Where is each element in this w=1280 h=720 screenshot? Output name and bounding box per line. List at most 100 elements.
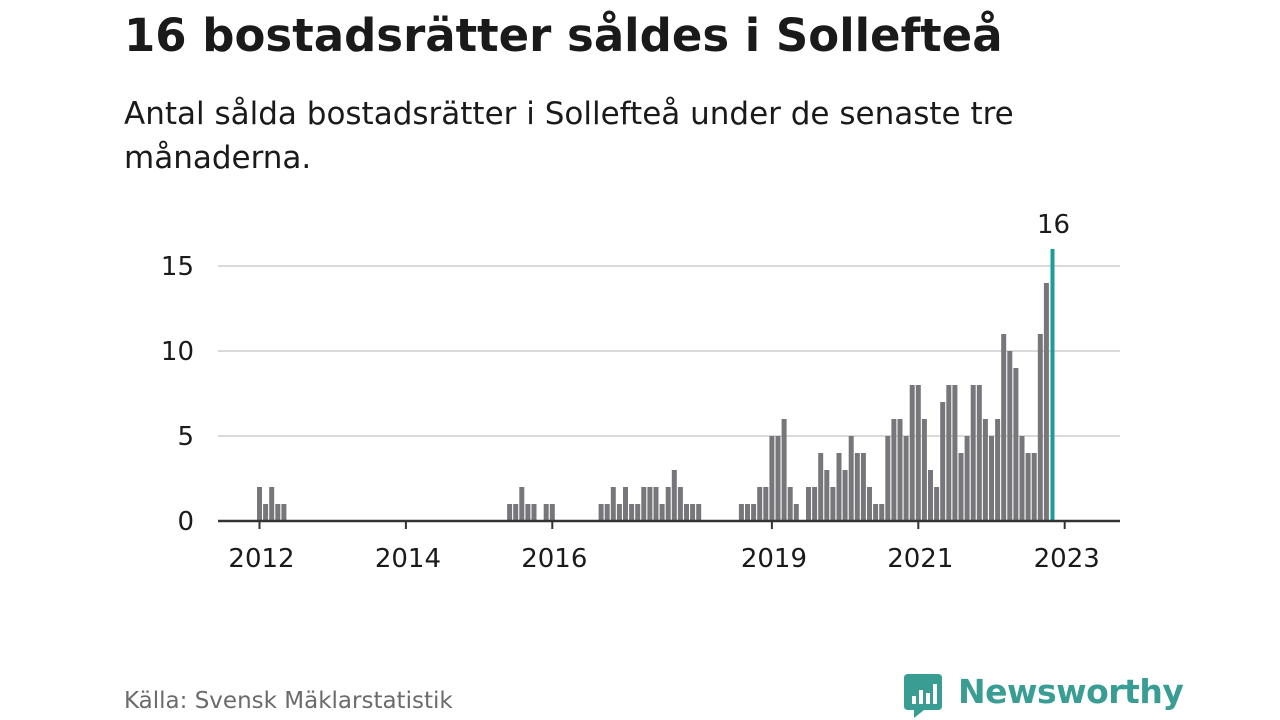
bar xyxy=(604,504,610,521)
bar xyxy=(982,419,988,521)
bar xyxy=(793,504,799,521)
bar xyxy=(958,453,964,521)
bar xyxy=(543,504,549,521)
bar xyxy=(964,436,970,521)
bar xyxy=(824,470,830,521)
bar xyxy=(860,453,866,521)
bar xyxy=(677,487,683,521)
bar xyxy=(891,419,897,521)
bar xyxy=(885,436,891,521)
bar xyxy=(818,453,824,521)
bar xyxy=(281,504,287,521)
bar xyxy=(909,385,915,521)
bar xyxy=(1007,351,1013,521)
bar xyxy=(745,504,750,521)
bar xyxy=(757,487,763,521)
bar xyxy=(848,436,854,521)
bar xyxy=(1013,368,1019,521)
bar xyxy=(763,487,769,521)
bar xyxy=(769,436,775,521)
bar xyxy=(1043,283,1049,521)
bar-highlight xyxy=(1050,249,1055,521)
x-tick-label: 2016 xyxy=(521,544,587,574)
bar xyxy=(812,487,818,521)
y-tick-label: 5 xyxy=(177,422,194,452)
bar xyxy=(1037,334,1043,521)
bar xyxy=(842,470,848,521)
bar xyxy=(641,487,647,521)
bar xyxy=(647,487,653,521)
bar-chart: 0 5 10 15 16 2012 2014 2016 2019 2021 2023 xyxy=(161,210,1120,574)
bar xyxy=(970,385,976,521)
bar xyxy=(525,504,531,521)
bar xyxy=(257,487,262,521)
bar xyxy=(787,487,793,521)
chart-subtitle: Antal sålda bostadsrätter i Sollefteå un… xyxy=(124,96,1014,176)
brand-name: Newsworthy xyxy=(958,672,1184,711)
bar xyxy=(946,385,952,521)
bar xyxy=(879,504,885,521)
source-note: Källa: Svensk Mäklarstatistik xyxy=(124,688,453,714)
bar xyxy=(1001,334,1007,521)
bar xyxy=(867,487,872,521)
bar xyxy=(921,419,927,521)
bar xyxy=(989,436,994,521)
bar xyxy=(269,487,275,521)
x-tick-label: 2023 xyxy=(1034,544,1100,574)
bar xyxy=(830,487,836,521)
bar xyxy=(940,402,946,521)
bar xyxy=(690,504,696,521)
bar xyxy=(751,504,757,521)
y-tick-label: 10 xyxy=(161,337,194,367)
bar xyxy=(952,385,958,521)
bar xyxy=(263,504,269,521)
bar xyxy=(854,453,860,521)
x-tick-label: 2012 xyxy=(228,544,294,574)
bar xyxy=(903,436,909,521)
bar xyxy=(507,504,513,521)
bar xyxy=(1019,436,1025,521)
bar xyxy=(873,504,879,521)
bar xyxy=(616,504,622,521)
bar xyxy=(549,504,555,521)
bar xyxy=(623,487,628,521)
bar xyxy=(684,504,689,521)
highlight-value-label: 16 xyxy=(1037,210,1070,240)
bar xyxy=(1031,453,1037,521)
y-tick-label: 0 xyxy=(177,507,194,537)
bar xyxy=(928,470,933,521)
bar xyxy=(659,504,665,521)
bar xyxy=(635,504,641,521)
bar xyxy=(995,419,1001,521)
bar xyxy=(915,385,921,521)
bar xyxy=(806,487,811,521)
bar xyxy=(1025,453,1031,521)
gridlines xyxy=(218,265,1120,437)
chart-title: 16 bostadsrätter såldes i Sollefteå xyxy=(124,9,1003,62)
x-tick-label: 2014 xyxy=(375,544,441,574)
bar xyxy=(665,487,671,521)
bar xyxy=(775,436,781,521)
bar xyxy=(653,487,659,521)
bar xyxy=(275,504,281,521)
bar xyxy=(671,470,677,521)
x-axis xyxy=(218,519,1120,529)
x-tick-label: 2019 xyxy=(741,544,807,574)
bars xyxy=(257,249,1055,521)
x-tick-label: 2021 xyxy=(887,544,953,574)
bar xyxy=(836,453,842,521)
bar xyxy=(610,487,616,521)
newsworthy-logo-icon xyxy=(904,674,942,718)
bar xyxy=(513,504,519,521)
bar xyxy=(976,385,982,521)
bar xyxy=(531,504,537,521)
y-tick-label: 15 xyxy=(161,252,194,282)
bar xyxy=(696,504,702,521)
bar xyxy=(598,504,604,521)
bar xyxy=(934,487,940,521)
bar xyxy=(738,504,744,521)
bar xyxy=(519,487,525,521)
bar xyxy=(897,419,903,521)
bar xyxy=(629,504,635,521)
axis-labels: 0 5 10 15 16 2012 2014 2016 2019 2021 2023 xyxy=(161,210,1100,574)
